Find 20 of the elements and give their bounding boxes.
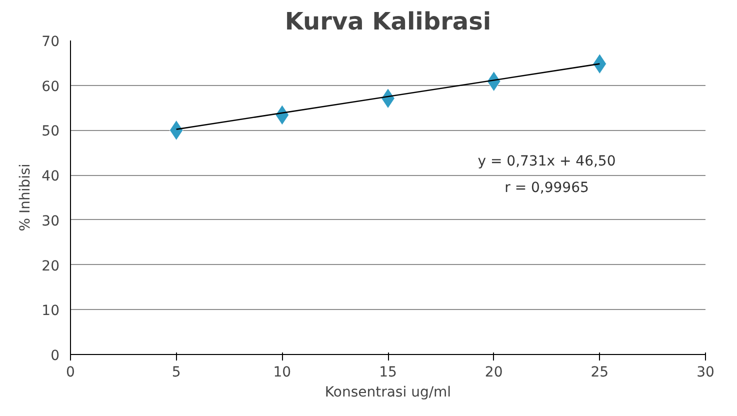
x-tick-label: 15 (379, 364, 397, 380)
y-tick-label: 30 (42, 213, 60, 230)
y-axis-title: % Inhibisi (18, 164, 34, 232)
x-tick-label: 20 (484, 364, 503, 380)
y-tick-label: 50 (42, 124, 60, 140)
y-tick-label: 20 (42, 258, 60, 274)
x-tick-label: 25 (590, 364, 609, 380)
chart-title: Kurva Kalibrasi (284, 8, 492, 36)
annotation: y = 0,731x + 46,50 (478, 153, 616, 170)
x-tick-label: 10 (273, 364, 292, 380)
y-tick-label: 10 (42, 303, 60, 320)
y-tick-label: 0 (50, 348, 60, 364)
x-tick-label: 5 (172, 364, 181, 380)
x-tick-label: 0 (66, 364, 75, 380)
y-tick-label: 60 (42, 78, 60, 95)
y-tick-label: 40 (42, 168, 60, 185)
annotation: r = 0,99965 (504, 180, 589, 196)
x-axis-title: Konsentrasi ug/ml (324, 384, 452, 400)
x-tick-label: 30 (696, 364, 714, 380)
y-tick-label: 70 (42, 34, 60, 50)
